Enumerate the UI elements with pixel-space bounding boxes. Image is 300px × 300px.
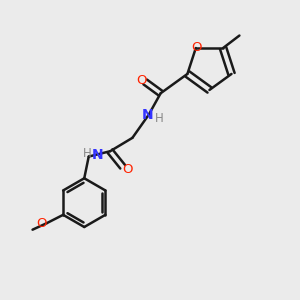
Text: N: N	[92, 148, 103, 162]
Text: H: H	[83, 146, 92, 160]
Text: O: O	[136, 74, 146, 87]
Text: N: N	[142, 108, 153, 122]
Text: O: O	[191, 41, 202, 54]
Text: O: O	[36, 217, 46, 230]
Text: H: H	[155, 112, 164, 125]
Text: O: O	[122, 163, 133, 176]
